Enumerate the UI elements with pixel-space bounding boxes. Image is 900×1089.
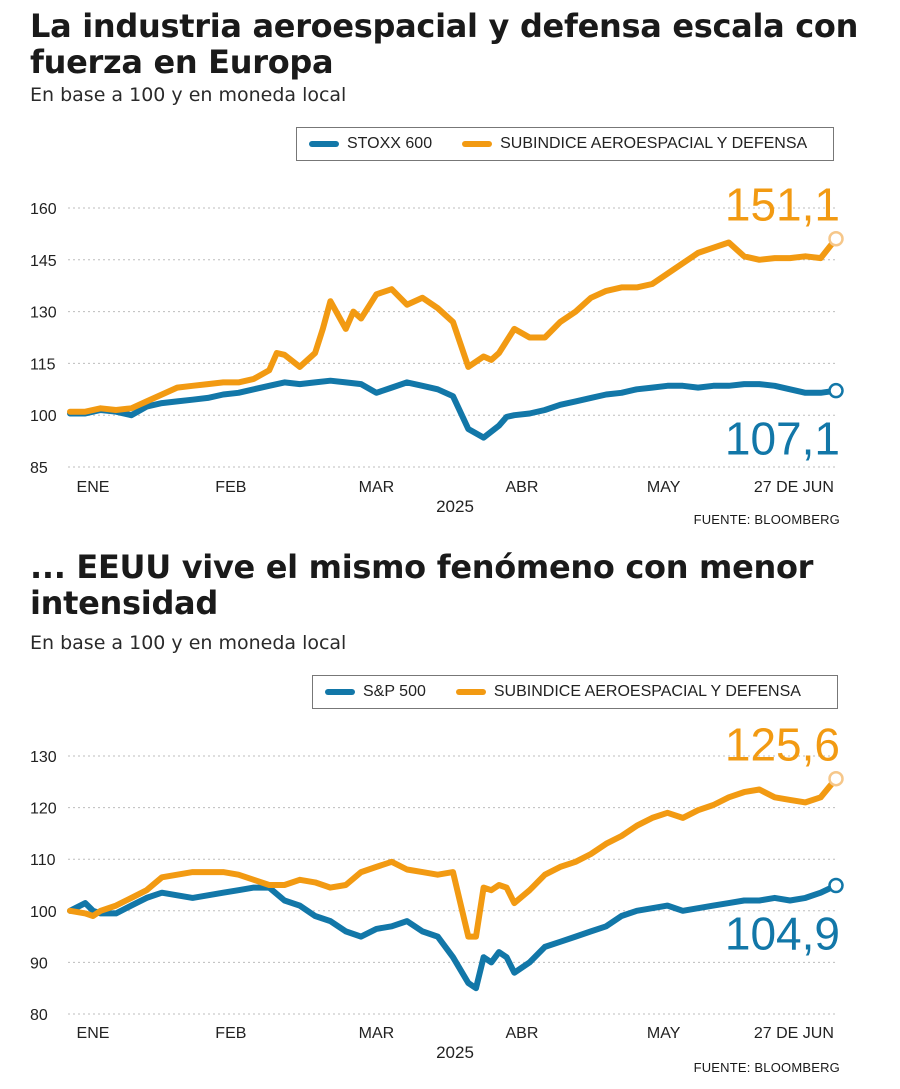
series-end-label: 125,6	[725, 719, 840, 771]
x-tick-label: MAR	[359, 479, 395, 496]
y-tick-label: 85	[30, 460, 48, 477]
chart2-subtitle: En base a 100 y en moneda local	[30, 632, 347, 654]
series-end-marker	[828, 877, 844, 894]
legend-label: S&P 500	[363, 683, 426, 700]
legend-swatch-blue	[309, 141, 339, 147]
legend-entry-aerospace: SUBINDICE AEROESPACIAL Y DEFENSA	[455, 683, 801, 701]
x-axis-year-label: 2025	[436, 497, 474, 516]
series-end-marker	[828, 382, 844, 399]
series-line-1	[67, 235, 839, 415]
y-tick-label: 110	[30, 852, 56, 869]
x-tick-label: ABR	[505, 479, 538, 496]
x-tick-label: 27 DE JUN	[754, 1025, 834, 1042]
series-end-label: 104,9	[725, 908, 840, 960]
series-line-0	[67, 377, 839, 441]
legend-entry-aerospace: SUBINDICE AEROESPACIAL Y DEFENSA	[462, 135, 807, 153]
legend-label: SUBINDICE AEROESPACIAL Y DEFENSA	[500, 135, 808, 152]
x-tick-label: MAY	[647, 479, 681, 496]
chart2-source: FUENTE: BLOOMBERG	[693, 1060, 840, 1075]
chart1-legend: STOXX 600 SUBINDICE AEROESPACIAL Y DEFEN…	[296, 127, 834, 161]
x-tick-label: ABR	[505, 1025, 538, 1042]
x-tick-label: MAR	[359, 1025, 395, 1042]
legend-label: SUBINDICE AEROESPACIAL Y DEFENSA	[493, 683, 801, 700]
chart2-plot: 80 90 100 110 120 130 ENE FEB MAR ABR MAY 27 DE JUN…	[30, 719, 844, 1062]
x-tick-label: 27 DE JUN	[754, 479, 834, 496]
x-tick-label: FEB	[215, 479, 246, 496]
x-tick-label: MAY	[647, 1025, 681, 1042]
x-tick-label: ENE	[77, 1025, 110, 1042]
legend-swatch-blue	[325, 689, 355, 695]
y-tick-label: 100	[30, 904, 57, 921]
legend-label: STOXX 600	[347, 135, 433, 152]
legend-entry-sp500: S&P 500	[325, 683, 426, 701]
chart1-title: La industria aeroespacial y defensa esca…	[30, 7, 859, 81]
legend-swatch-orange	[462, 141, 493, 147]
chart2-title: ... EEUU vive el mismo fenómeno con meno…	[30, 548, 814, 622]
series-end-marker	[828, 230, 844, 247]
chart1-source: FUENTE: BLOOMBERG	[693, 512, 840, 527]
series-line-0	[67, 882, 839, 992]
y-tick-label: 80	[30, 1007, 48, 1024]
series-end-marker	[828, 770, 844, 787]
x-tick-label: FEB	[215, 1025, 246, 1042]
y-tick-label: 115	[30, 356, 56, 373]
legend-entry-stoxx600: STOXX 600	[309, 135, 432, 153]
series-end-label: 107,1	[725, 413, 840, 465]
series-end-label: 151,1	[725, 179, 840, 231]
x-axis-year-label: 2025	[436, 1043, 474, 1062]
y-tick-label: 100	[30, 408, 57, 425]
chart1-plot: 85 100 115 130 145 160 ENE FEB MAR ABR MAY 27 DE JU…	[30, 179, 844, 516]
x-tick-label: ENE	[77, 479, 110, 496]
y-tick-label: 130	[30, 305, 57, 322]
y-tick-label: 145	[30, 253, 57, 270]
y-tick-label: 120	[30, 801, 57, 818]
legend-swatch-orange	[455, 689, 486, 695]
y-tick-label: 130	[30, 749, 57, 766]
y-tick-label: 90	[30, 955, 48, 972]
chart2-legend: S&P 500 SUBINDICE AEROESPACIAL Y DEFENSA	[312, 675, 838, 709]
chart1-subtitle: En base a 100 y en moneda local	[30, 84, 347, 106]
series-line-1	[67, 775, 839, 940]
y-tick-label: 160	[30, 201, 57, 218]
